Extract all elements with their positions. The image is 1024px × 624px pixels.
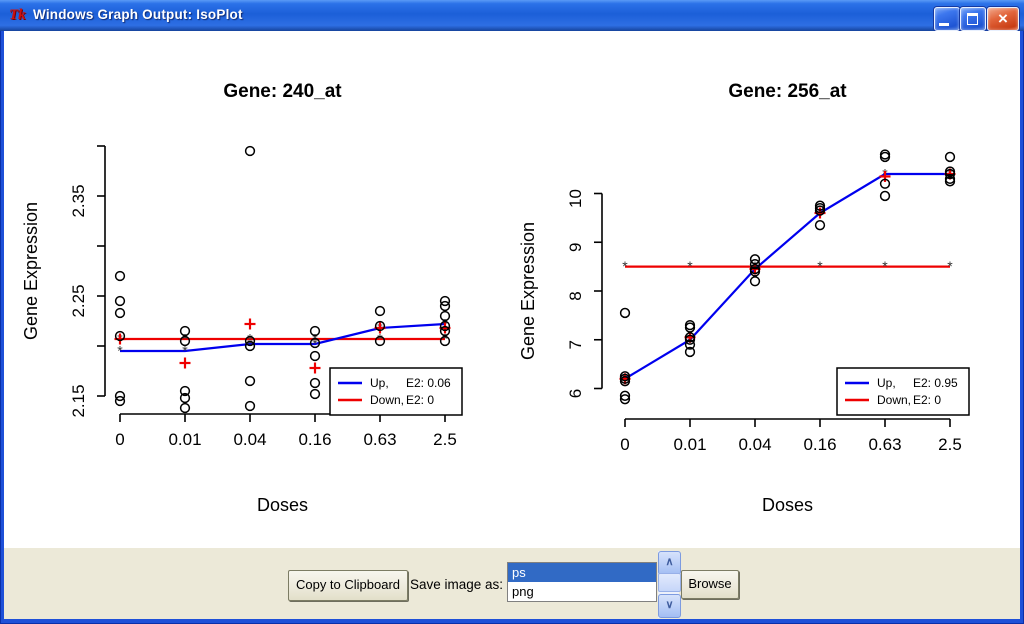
svg-text:0.04: 0.04 <box>738 435 771 454</box>
save-image-as-label: Save image as: <box>410 577 504 592</box>
listbox-option-png[interactable]: png <box>508 582 656 601</box>
svg-text:E2: 0: E2: 0 <box>913 393 941 407</box>
svg-text:0.63: 0.63 <box>868 435 901 454</box>
maximize-icon <box>967 13 978 25</box>
svg-text:*: * <box>882 258 888 274</box>
maximize-button[interactable] <box>960 7 986 31</box>
svg-text:Down,: Down, <box>877 393 911 407</box>
svg-text:*: * <box>622 258 628 274</box>
isoplot-canvas: Gene: 240_at 2.15 2.25 2.35 0 0.01 0.04 0.16 0.6… <box>21 81 970 515</box>
svg-text:2.5: 2.5 <box>938 435 962 454</box>
svg-text:*: * <box>182 331 188 347</box>
svg-text:*: * <box>247 336 253 352</box>
svg-text:E2: 0.95: E2: 0.95 <box>913 376 958 390</box>
svg-text:8: 8 <box>566 291 585 300</box>
svg-text:*: * <box>442 331 448 347</box>
listbox-option-ps[interactable]: ps <box>508 563 656 582</box>
svg-text:0: 0 <box>115 430 124 449</box>
minimize-icon <box>939 23 949 26</box>
svg-text:*: * <box>247 331 253 347</box>
svg-text:6: 6 <box>566 389 585 398</box>
svg-text:*: * <box>817 258 823 274</box>
tk-icon: Tk <box>9 7 26 23</box>
svg-text:Gene: 240_at: Gene: 240_at <box>223 81 342 102</box>
svg-text:*: * <box>182 343 188 359</box>
svg-text:9: 9 <box>566 243 585 252</box>
svg-text:Gene Expression: Gene Expression <box>21 202 41 340</box>
plot-Gene-240_at: Gene: 240_at 2.15 2.25 2.35 0 0.01 0.04 0.16 0.6… <box>21 81 463 515</box>
svg-text:E2: 0.06: E2: 0.06 <box>406 376 451 390</box>
svg-text:7: 7 <box>566 340 585 349</box>
svg-text:0.04: 0.04 <box>233 430 266 449</box>
format-listbox[interactable]: ps png <box>507 562 657 602</box>
plot-Gene-256_at: Gene: 256_at 6 7 8 9 10 0 0.01 0.04 0.16 0.63 2.5 Do… <box>518 81 970 515</box>
svg-text:0: 0 <box>620 435 629 454</box>
svg-text:2.5: 2.5 <box>433 430 457 449</box>
svg-text:Gene Expression: Gene Expression <box>518 222 538 360</box>
control-bar: Copy to Clipboard Save image as: ps png … <box>4 548 1020 619</box>
scrollbar-thumb[interactable] <box>658 573 681 592</box>
scroll-up-button[interactable]: ∧ <box>658 551 681 575</box>
svg-text:Doses: Doses <box>257 495 308 515</box>
svg-text:Doses: Doses <box>762 495 813 515</box>
svg-text:0.63: 0.63 <box>363 430 396 449</box>
svg-text:0.16: 0.16 <box>298 430 331 449</box>
svg-text:Down,: Down, <box>370 393 404 407</box>
plot-area: Gene: 240_at 2.15 2.25 2.35 0 0.01 0.04 0.16 0.6… <box>4 31 1020 548</box>
copy-to-clipboard-button[interactable]: Copy to Clipboard <box>288 570 408 601</box>
svg-text:10: 10 <box>566 189 585 208</box>
svg-text:*: * <box>117 343 123 359</box>
svg-text:2.35: 2.35 <box>69 184 88 217</box>
svg-text:Gene: 256_at: Gene: 256_at <box>728 81 847 102</box>
close-icon: × <box>998 9 1008 28</box>
minimize-button[interactable] <box>934 7 960 31</box>
browse-button[interactable]: Browse <box>681 570 739 599</box>
svg-text:2.15: 2.15 <box>69 384 88 417</box>
svg-text:Up,: Up, <box>877 376 896 390</box>
svg-text:Up,: Up, <box>370 376 389 390</box>
format-scrollbar[interactable]: ∧ ∨ <box>658 551 681 618</box>
svg-text:0.01: 0.01 <box>168 430 201 449</box>
svg-text:E2: 0: E2: 0 <box>406 393 434 407</box>
svg-text:*: * <box>687 258 693 274</box>
title-bar[interactable]: Tk Windows Graph Output: IsoPlot × <box>0 0 1024 31</box>
svg-text:*: * <box>377 331 383 347</box>
svg-text:0.01: 0.01 <box>673 435 706 454</box>
scroll-down-button[interactable]: ∨ <box>658 594 681 618</box>
svg-text:0.16: 0.16 <box>803 435 836 454</box>
svg-text:*: * <box>312 336 318 352</box>
svg-text:2.25: 2.25 <box>69 284 88 317</box>
svg-text:*: * <box>947 258 953 274</box>
close-button[interactable]: × <box>987 7 1019 31</box>
window-title: Windows Graph Output: IsoPlot <box>33 7 243 22</box>
